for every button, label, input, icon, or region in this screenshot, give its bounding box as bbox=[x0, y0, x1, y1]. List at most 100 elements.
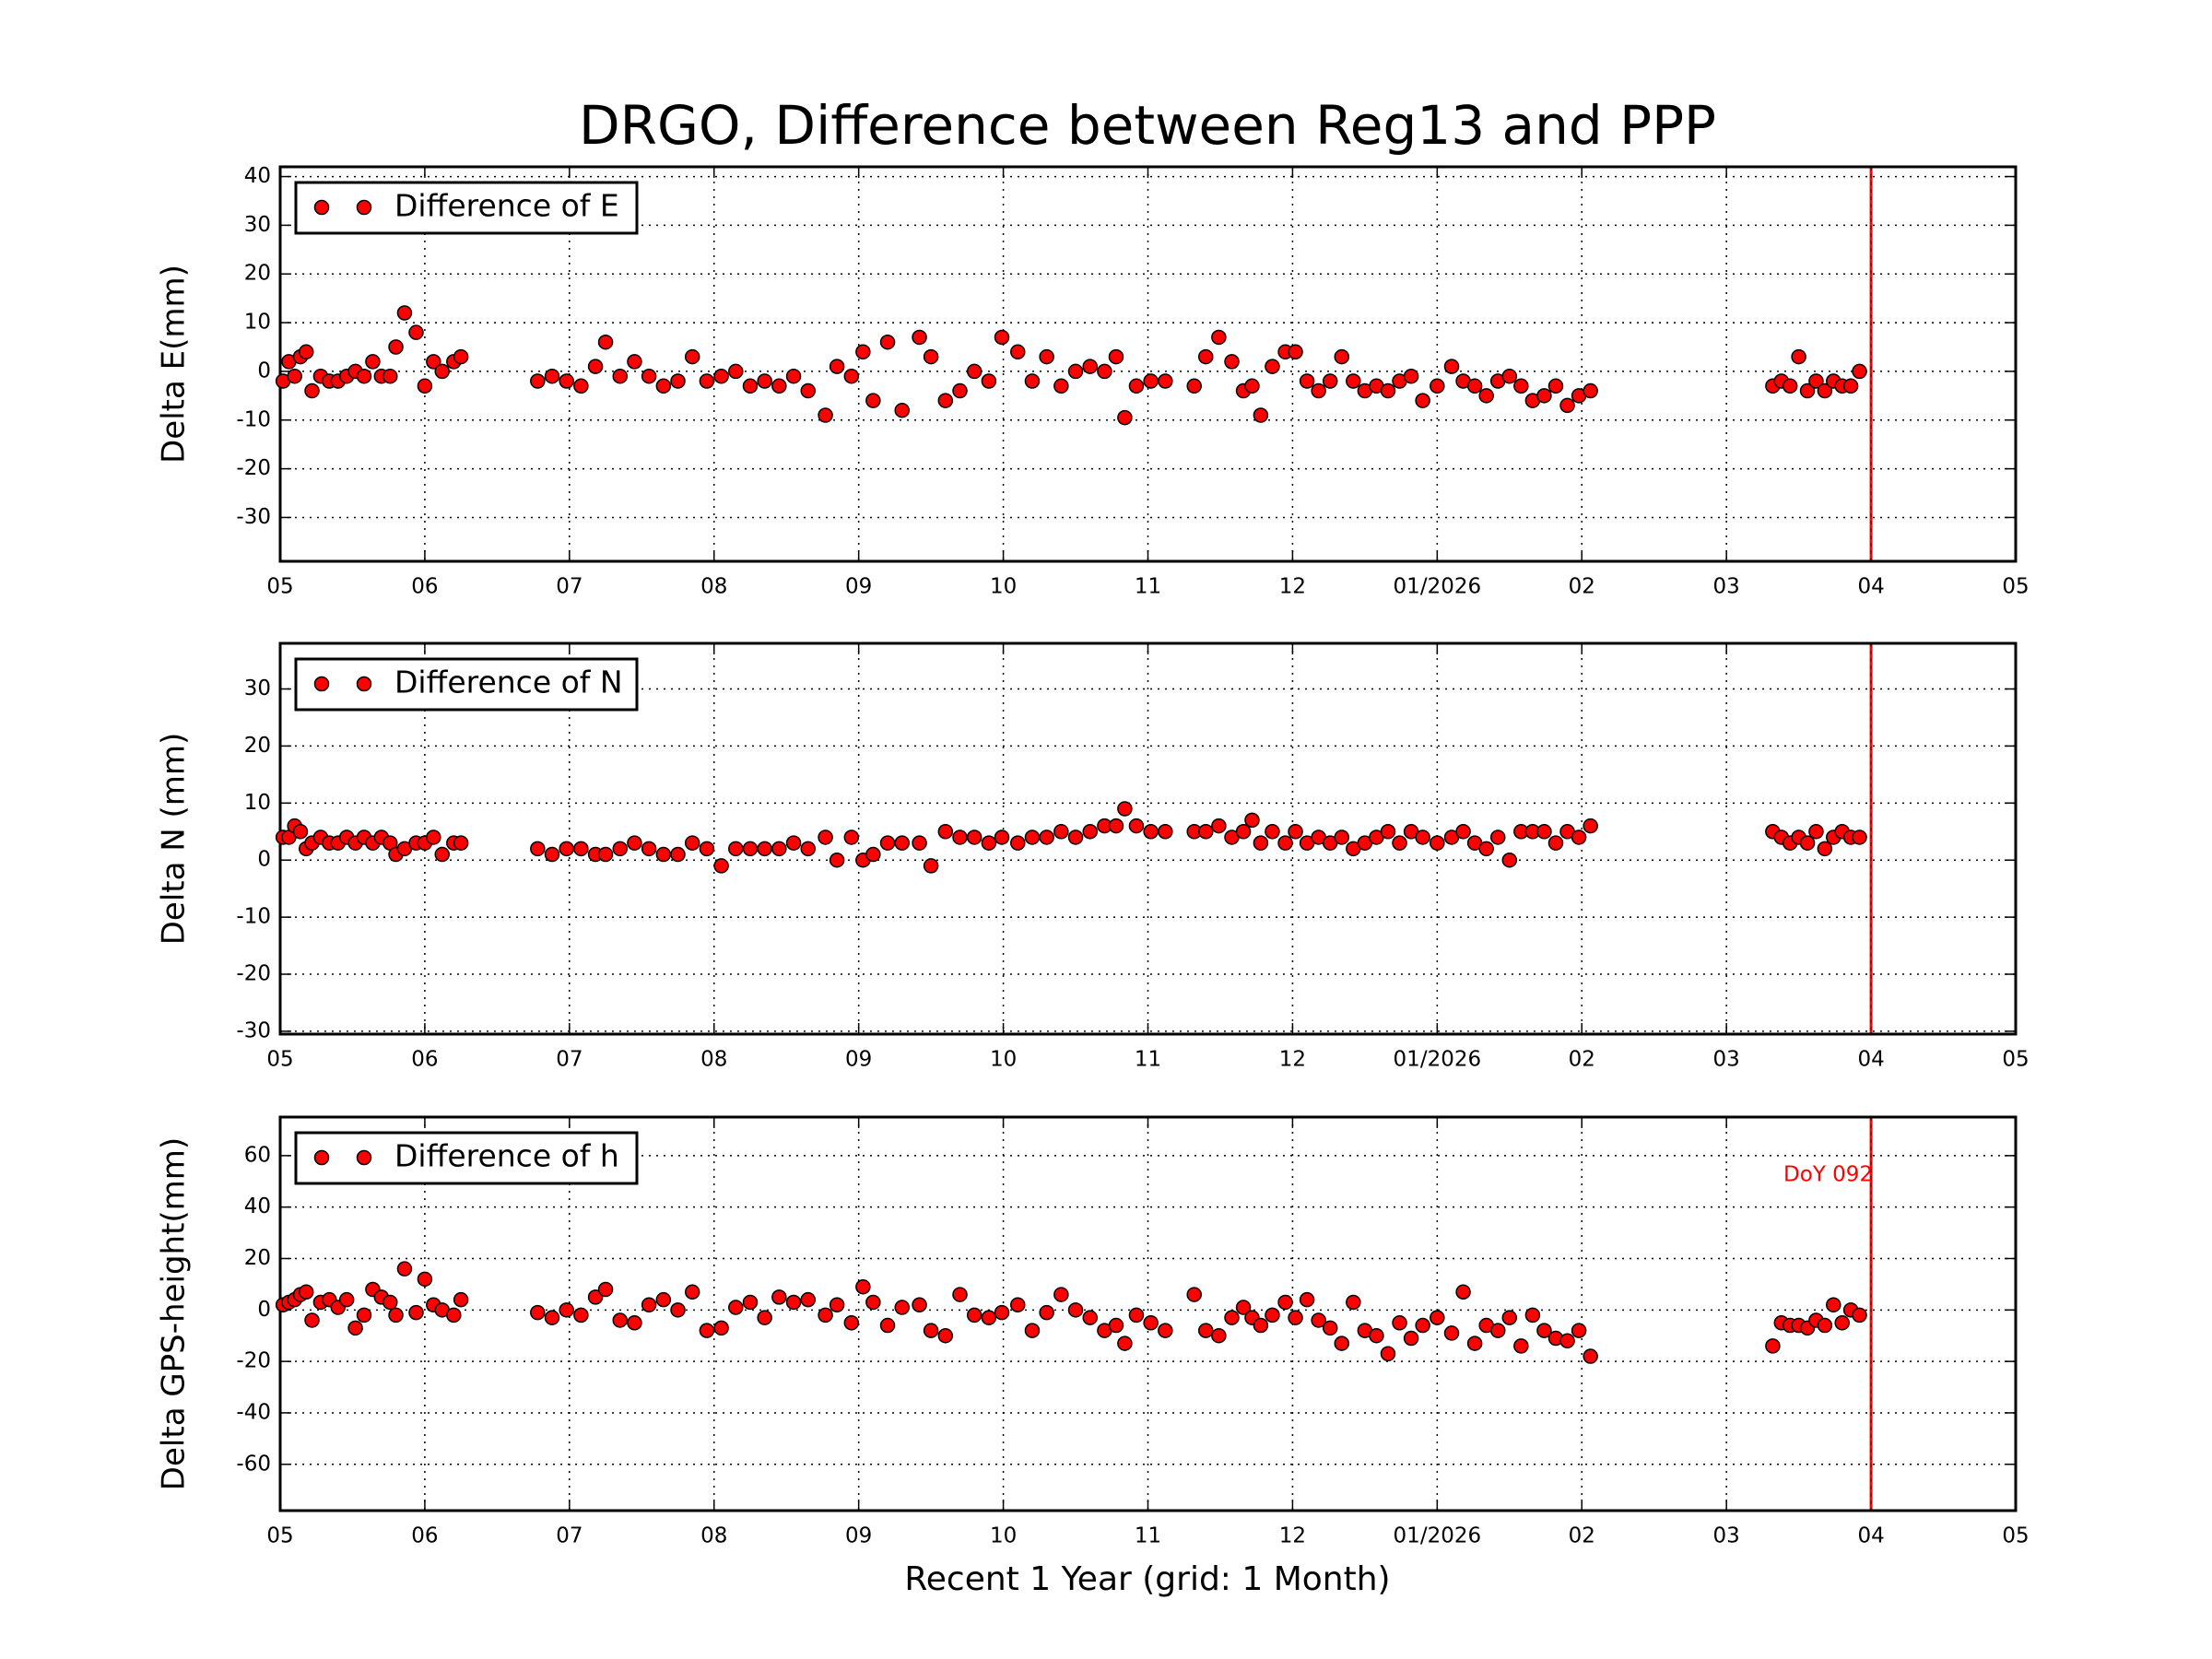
data-point bbox=[382, 368, 398, 384]
data-point bbox=[1524, 1307, 1541, 1324]
legend-marker bbox=[356, 1149, 372, 1166]
x-tick-label: 02 bbox=[1569, 575, 1595, 599]
data-point bbox=[894, 835, 910, 851]
x-tick-label: 02 bbox=[1569, 1524, 1595, 1548]
x-tick-label: 12 bbox=[1279, 575, 1306, 599]
x-tick-label: 05 bbox=[2002, 1048, 2029, 1072]
data-point bbox=[1108, 818, 1124, 834]
x-tick-label: 08 bbox=[700, 1524, 727, 1548]
x-tick-label: 11 bbox=[1135, 1524, 1161, 1548]
data-point bbox=[1380, 824, 1396, 840]
data-point bbox=[1842, 378, 1859, 394]
data-point bbox=[981, 373, 997, 389]
data-point bbox=[684, 835, 700, 851]
y-axis-label: Delta N (mm) bbox=[156, 733, 193, 946]
data-point bbox=[641, 841, 657, 857]
data-point bbox=[1158, 824, 1173, 840]
data-point bbox=[937, 1327, 954, 1344]
data-point bbox=[408, 1304, 424, 1321]
y-tick-label: 0 bbox=[257, 1298, 271, 1322]
x-tick-label: 06 bbox=[411, 575, 438, 599]
data-point bbox=[966, 830, 982, 845]
x-tick-label: 09 bbox=[845, 575, 872, 599]
data-point bbox=[573, 1307, 589, 1324]
data-point bbox=[530, 373, 546, 389]
data-point bbox=[1489, 1323, 1506, 1338]
data-point bbox=[1478, 388, 1494, 404]
data-point bbox=[1852, 363, 1867, 380]
data-point bbox=[1791, 348, 1806, 365]
data-point bbox=[1334, 348, 1350, 365]
data-point bbox=[446, 1307, 462, 1324]
data-point bbox=[818, 830, 833, 845]
data-point bbox=[1244, 812, 1260, 829]
data-point bbox=[1024, 830, 1041, 845]
data-point bbox=[1489, 830, 1506, 845]
data-point bbox=[1799, 382, 1816, 399]
x-tick-label: 05 bbox=[2002, 1524, 2029, 1548]
data-point bbox=[894, 402, 910, 418]
data-point bbox=[1817, 1317, 1833, 1334]
data-point bbox=[1466, 378, 1483, 394]
data-point bbox=[365, 354, 381, 370]
x-tick-label: 03 bbox=[1713, 1048, 1740, 1072]
data-point bbox=[426, 830, 441, 845]
legend-marker bbox=[313, 676, 330, 692]
data-point bbox=[879, 835, 896, 851]
x-tick-label: 05 bbox=[266, 1524, 293, 1548]
data-point bbox=[1224, 1310, 1240, 1325]
data-point bbox=[1559, 1333, 1575, 1349]
data-point bbox=[612, 368, 629, 384]
y-tick-label: 20 bbox=[244, 734, 271, 758]
data-point bbox=[573, 841, 589, 857]
data-point bbox=[1253, 407, 1269, 423]
data-point bbox=[1082, 824, 1098, 840]
data-point bbox=[1039, 1304, 1054, 1321]
data-point bbox=[1536, 1323, 1552, 1338]
y-tick-label: 20 bbox=[244, 1246, 271, 1270]
y-tick-label: -30 bbox=[236, 505, 271, 529]
x-tick-label: 10 bbox=[990, 1524, 1017, 1548]
data-point bbox=[1455, 824, 1471, 840]
x-tick-label: 10 bbox=[990, 1048, 1017, 1072]
data-point bbox=[966, 1307, 982, 1324]
y-tick-label: -40 bbox=[236, 1400, 271, 1424]
data-point bbox=[855, 1278, 871, 1295]
data-point bbox=[1583, 1348, 1598, 1364]
data-point bbox=[994, 1304, 1010, 1321]
data-point bbox=[544, 846, 560, 863]
legend-marker bbox=[356, 199, 372, 216]
y-tick-label: 10 bbox=[244, 311, 271, 335]
data-point bbox=[994, 830, 1010, 845]
data-point bbox=[1415, 393, 1430, 408]
data-point bbox=[587, 1289, 604, 1305]
data-point bbox=[434, 846, 450, 863]
data-point bbox=[937, 393, 954, 408]
x-tick-label: 12 bbox=[1279, 1524, 1306, 1548]
x-tick-label: 08 bbox=[700, 1048, 727, 1072]
data-point bbox=[417, 1271, 433, 1288]
x-tick-label: 10 bbox=[990, 575, 1017, 599]
data-point bbox=[923, 858, 939, 874]
x-tick-label: 05 bbox=[2002, 575, 2029, 599]
data-point bbox=[298, 1284, 314, 1300]
data-point bbox=[757, 841, 772, 857]
data-point bbox=[923, 348, 939, 365]
data-point bbox=[713, 1320, 729, 1336]
data-point bbox=[612, 1312, 629, 1328]
data-point bbox=[843, 830, 860, 845]
data-point bbox=[1817, 382, 1833, 399]
data-point bbox=[426, 354, 441, 370]
data-point bbox=[1334, 1335, 1350, 1351]
data-point bbox=[771, 378, 787, 394]
data-point bbox=[684, 348, 700, 365]
data-point bbox=[1277, 835, 1293, 851]
data-point bbox=[1501, 852, 1518, 868]
data-point bbox=[1765, 1338, 1781, 1354]
data-point bbox=[1053, 1287, 1069, 1302]
data-point bbox=[1198, 1323, 1214, 1338]
data-point bbox=[641, 368, 657, 384]
x-tick-label: 08 bbox=[700, 575, 727, 599]
data-point bbox=[994, 329, 1010, 346]
data-point bbox=[1826, 1297, 1841, 1312]
